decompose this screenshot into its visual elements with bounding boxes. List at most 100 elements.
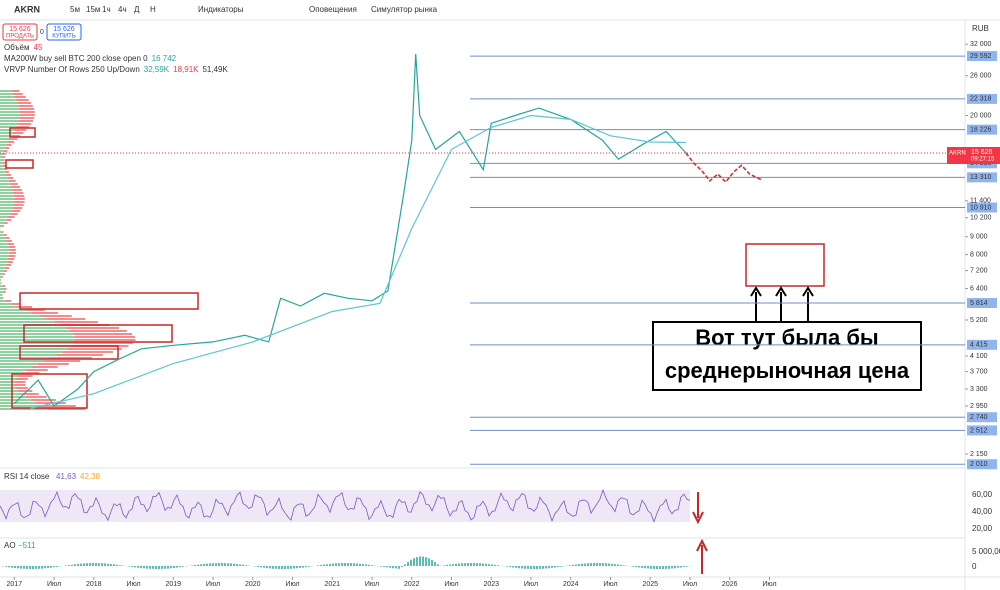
y-tick-label: 7 200 — [970, 267, 988, 274]
indicators[interactable]: Индикаторы — [198, 5, 244, 14]
legend-name: VRVP Number Of Rows 250 Up/Down — [4, 65, 140, 74]
profile-bar — [0, 207, 13, 209]
profile-bar — [0, 117, 19, 119]
profile-bar — [1, 231, 4, 233]
profile-bar — [6, 219, 12, 221]
profile-bar — [37, 363, 69, 365]
profile-bar — [17, 375, 33, 377]
profile-bar — [31, 312, 59, 314]
profile-bar — [0, 300, 7, 302]
interval[interactable]: 15м — [86, 5, 100, 14]
interval[interactable]: 4ч — [118, 5, 127, 14]
rsi-title: RSI 14 close — [4, 472, 50, 481]
profile-bar — [2, 225, 4, 227]
series-line — [30, 114, 687, 410]
y-tick-label: 2 950 — [970, 403, 988, 410]
profile-bar — [0, 177, 8, 179]
profile-bar — [1, 294, 3, 296]
profile-bar — [0, 141, 8, 143]
profile-bar — [47, 408, 86, 410]
profile-bar — [0, 306, 18, 308]
profile-bar — [0, 375, 18, 377]
profile-bar — [0, 270, 4, 272]
arrow-down — [692, 492, 704, 525]
profile-bar — [24, 309, 45, 311]
x-tick-label: 2026 — [722, 581, 738, 588]
profile-bar — [15, 378, 28, 380]
level-tag — [967, 93, 997, 104]
x-tick-label: Июл — [524, 581, 538, 588]
profile-bar — [0, 108, 19, 110]
profile-bar — [0, 363, 38, 365]
profile-bar — [13, 195, 25, 197]
legend-value: 18,91K — [173, 65, 199, 74]
profile-bar — [0, 396, 26, 398]
interval[interactable]: Д — [134, 5, 140, 14]
buy-button[interactable] — [46, 23, 82, 41]
ao-tick: 0 — [972, 562, 977, 571]
profile-bar — [17, 390, 33, 392]
profile-bar — [11, 186, 21, 188]
annotation-line: Вот тут была бы — [695, 325, 878, 350]
y-tick-label: 4 100 — [970, 353, 988, 360]
profile-bar — [12, 192, 24, 194]
alerts[interactable]: Оповещения — [309, 5, 357, 14]
profile-bar — [0, 105, 19, 107]
profile-bar — [0, 291, 4, 293]
currency: RUB — [972, 24, 989, 33]
profile-bar — [3, 165, 6, 167]
level-label: 2 512 — [970, 427, 988, 434]
x-tick-label: 2020 — [245, 581, 261, 588]
profile-bar — [17, 102, 31, 104]
profile-bar — [8, 216, 15, 218]
profile-bar — [0, 264, 7, 266]
y-tick-label: 8 000 — [970, 251, 988, 258]
profile-bar — [21, 393, 39, 395]
profile-bar — [0, 321, 54, 323]
profile-bar — [0, 309, 25, 311]
legend-value: 51,49K — [202, 65, 228, 74]
profile-bar — [15, 99, 29, 101]
sell-label: ПРОДАТЬ — [6, 34, 34, 40]
profile-bar — [18, 120, 33, 122]
highlight-box — [23, 324, 173, 343]
profile-bar — [0, 96, 15, 98]
profile-bar — [8, 180, 16, 182]
profile-bar — [13, 201, 25, 203]
level-tag — [967, 459, 997, 470]
symbol[interactable]: AKRN — [14, 4, 40, 14]
profile-bar — [0, 174, 6, 176]
profile-bar — [19, 114, 35, 116]
profile-bar — [0, 135, 12, 137]
interval[interactable]: 1ч — [102, 5, 111, 14]
interval[interactable]: 5м — [70, 5, 80, 14]
level-label: 2 740 — [970, 414, 988, 421]
profile-bar — [0, 237, 6, 239]
x-tick-label: 2019 — [165, 581, 181, 588]
profile-bar — [0, 180, 9, 182]
profile-bar — [0, 93, 13, 95]
x-tick-label: 2024 — [563, 581, 579, 588]
last-time: 09:27:15 — [971, 157, 995, 163]
profile-bar — [0, 126, 16, 128]
profile-bar — [0, 213, 10, 215]
sell-button[interactable] — [2, 23, 38, 41]
volume-profile — [0, 90, 136, 410]
profile-bar — [0, 234, 4, 236]
profile-bar — [6, 240, 12, 242]
profile-bar — [6, 300, 11, 302]
profile-bar — [72, 333, 133, 335]
profile-bar — [4, 222, 8, 224]
interval[interactable]: Н — [150, 5, 156, 14]
profile-bar — [74, 336, 136, 338]
replay[interactable]: Симулятор рынка — [371, 5, 438, 14]
profile-bar — [0, 330, 70, 332]
profile-bar — [12, 93, 23, 95]
highlight-box — [9, 127, 36, 138]
profile-bar — [0, 294, 2, 296]
level-tag — [967, 298, 997, 309]
profile-bar — [0, 312, 32, 314]
ao-bars — [2, 556, 691, 569]
